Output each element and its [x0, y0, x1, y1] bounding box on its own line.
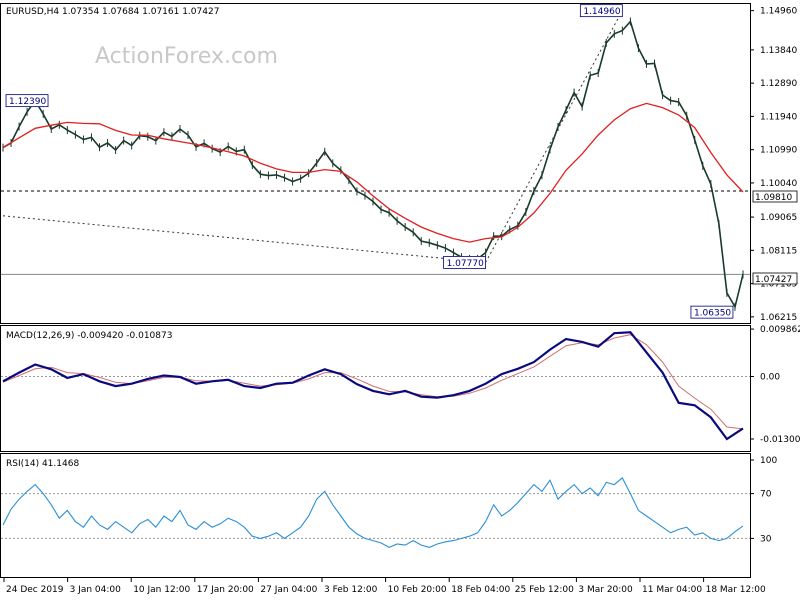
- time-tick-label: 3 Jan 04:00: [70, 585, 122, 595]
- rsi-tick-label: 70: [760, 490, 772, 500]
- level-price-label-text: 1.09810: [755, 193, 792, 203]
- price-annotations: 1.12390 1.14960 1.07770 1.06350: [5, 4, 734, 319]
- price-tick-label: 1.08115: [760, 246, 797, 256]
- price-plot: [2, 10, 744, 311]
- macd-signal-line: [2, 334, 744, 430]
- time-tick-label: 3 Mar 20:00: [578, 585, 633, 595]
- price-annotation-label: 1.12390: [9, 97, 46, 107]
- price-pane: EURUSD,H4 1.07354 1.07684 1.07161 1.0742…: [0, 3, 798, 324]
- time-tick-label: 11 Mar 04:00: [642, 585, 702, 595]
- macd-tick-label: 0.009862: [760, 325, 800, 335]
- level-price-label: 1.09810: [752, 190, 798, 203]
- rsi-tick-label: 100: [760, 456, 777, 466]
- time-tick-label: 3 Feb 12:00: [324, 585, 378, 595]
- price-annotation-box: [5, 94, 49, 108]
- macd-line: [2, 331, 744, 441]
- trendline: [2, 215, 486, 263]
- rsi-tick-label: 30: [760, 534, 772, 544]
- macd-axis: 0.009862 0.00 -0.013002: [750, 325, 800, 445]
- time-tick-label: 17 Jan 20:00: [197, 585, 254, 595]
- rsi-pane-frame: [0, 453, 751, 578]
- watermark: ActionForex.com: [95, 44, 278, 69]
- macd-title: MACD(12,26,9) -0.009420 -0.010873: [6, 331, 172, 341]
- rsi-pane: RSI(14) 41.1468 100 70 30: [0, 453, 777, 578]
- rsi-axis: 100 70 30: [750, 456, 777, 544]
- price-annotation-box: [443, 256, 487, 269]
- last-price-label: 1.07427: [752, 272, 798, 285]
- time-tick-label: 10 Jan 12:00: [133, 585, 190, 595]
- macd-plot: [1, 331, 750, 441]
- time-tick-label: 25 Feb 12:00: [515, 585, 574, 595]
- price-tick-label: 1.09065: [760, 213, 797, 223]
- time-axis: 24 Dec 2019 3 Jan 04:00 10 Jan 12:00 17 Jan…: [3, 577, 766, 595]
- time-tick-label: 24 Dec 2019: [6, 585, 64, 595]
- price-tick-label: 1.12890: [760, 79, 797, 89]
- price-tick-label: 1.10990: [760, 146, 797, 156]
- price-annotation-label: 1.07770: [447, 259, 484, 269]
- price-tick-label: 1.11940: [760, 112, 797, 122]
- rsi-line: [2, 477, 744, 549]
- price-annotation-label: 1.14960: [583, 7, 620, 17]
- price-annotation-box: [690, 305, 734, 319]
- time-tick-label: 27 Jan 04:00: [260, 585, 317, 595]
- price-tick-label: 1.13840: [760, 46, 797, 56]
- macd-pane-frame: [0, 325, 751, 452]
- time-tick-label: 18 Feb 04:00: [451, 585, 510, 595]
- price-tick-label: 1.14960: [760, 7, 797, 17]
- time-tick-label: 18 Mar 12:00: [706, 585, 766, 595]
- price-annotation-box: [579, 4, 623, 18]
- moving-average-line: [2, 102, 744, 243]
- last-price-label-text: 1.07427: [755, 275, 792, 285]
- price-tick-label: 1.06215: [760, 313, 797, 323]
- price-tick-label: 1.10040: [760, 179, 797, 189]
- price-pane-frame: [0, 3, 751, 324]
- time-tick-label: 10 Feb 20:00: [388, 585, 447, 595]
- macd-pane: MACD(12,26,9) -0.009420 -0.010873 0.0098…: [0, 325, 800, 452]
- price-title: EURUSD,H4 1.07354 1.07684 1.07161 1.0742…: [6, 7, 219, 17]
- price-tick-label: 1.07165: [760, 280, 797, 290]
- horizontal-levels: [1, 190, 750, 275]
- last-price-label-box: [752, 272, 798, 285]
- price-axis: 1.14960 1.13840 1.12890 1.11940 1.10990 1.100…: [750, 7, 797, 323]
- macd-tick-label: -0.013002: [760, 435, 800, 445]
- price-annotation-label: 1.06350: [694, 309, 731, 319]
- rsi-plot: [1, 477, 750, 549]
- macd-tick-label: 0.00: [760, 372, 780, 382]
- level-price-label-box: [752, 190, 798, 203]
- rsi-title: RSI(14) 41.1468: [6, 459, 79, 469]
